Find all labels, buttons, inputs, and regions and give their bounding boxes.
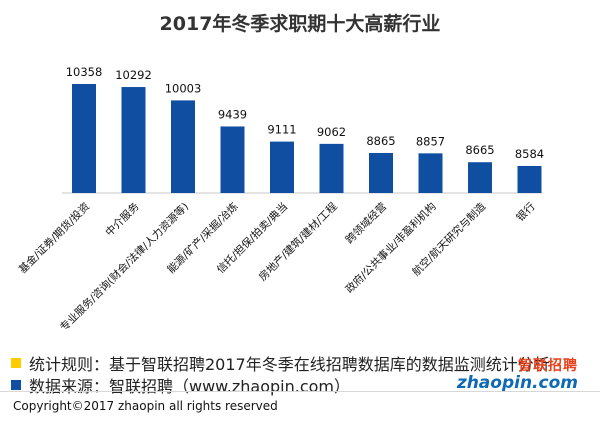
category-label-0: 基金/证券/期货/投资 (16, 200, 92, 276)
value-label-6: 8865 (366, 134, 395, 148)
value-label-0: 10358 (66, 65, 103, 79)
legend-rule: 统计规则：基于智联招聘2017年冬季在线招聘数据库的数据监测统计分析 (11, 351, 550, 375)
value-labels-group: 10358 10292 10003 9439 9111 9062 8865 8857 8665 8… (66, 65, 544, 161)
bar-6 (369, 152, 393, 193)
value-label-4: 9111 (267, 123, 296, 137)
category-label-7: 政府/公共事业/非盈利机构 (343, 200, 439, 296)
bar-4 (270, 141, 294, 193)
category-labels-group: 基金/证券/期货/投资 中介服务专业服务/咨询(财会/法律/人力资源等)能源/矿产… (16, 200, 538, 334)
bar-chart: 2017年冬季求职期十大高薪行业 10358 10292 10003 9439 9111… (16, 12, 544, 334)
bar-8 (468, 162, 492, 193)
legend-source: 数据来源：智联招聘（www.zhaopin.com） (11, 373, 350, 397)
value-label-9: 8584 (515, 147, 544, 161)
value-label-1: 10292 (115, 68, 152, 82)
zhaopin-logo: 智联招聘 zhaopin.com (457, 355, 578, 393)
copyright-text: Copyright©2017 zhaopin all rights reserv… (13, 399, 278, 413)
category-label-6: 跨领域经营 (343, 200, 389, 246)
value-label-7: 8857 (416, 134, 445, 148)
bar-1 (121, 87, 146, 193)
value-label-5: 9062 (317, 125, 346, 139)
bar-7 (418, 153, 443, 193)
value-label-3: 9439 (218, 107, 247, 121)
category-label-5: 房地产/建筑/建材/工程 (256, 200, 340, 284)
bar-3 (220, 126, 245, 193)
blue-square-icon (11, 380, 21, 390)
legend-source-text: 数据来源：智联招聘（www.zhaopin.com） (29, 377, 351, 396)
value-label-2: 10003 (165, 81, 202, 95)
bar-9 (517, 165, 542, 193)
chart-title: 2017年冬季求职期十大高薪行业 (160, 12, 441, 35)
category-label-1: 中介服务 (103, 200, 142, 239)
legend-rule-text: 统计规则：基于智联招聘2017年冬季在线招聘数据库的数据监测统计分析 (29, 355, 550, 374)
bar-0 (72, 84, 96, 193)
category-label-9: 银行 (514, 200, 538, 224)
logo-english: zhaopin.com (456, 373, 578, 393)
value-label-8: 8665 (465, 143, 494, 157)
footer-divider (0, 391, 600, 392)
bar-5 (319, 143, 344, 193)
bar-2 (171, 100, 195, 193)
logo-chinese: 智联招聘 (518, 358, 578, 374)
bars-group (72, 84, 542, 193)
yellow-square-icon (11, 358, 21, 368)
